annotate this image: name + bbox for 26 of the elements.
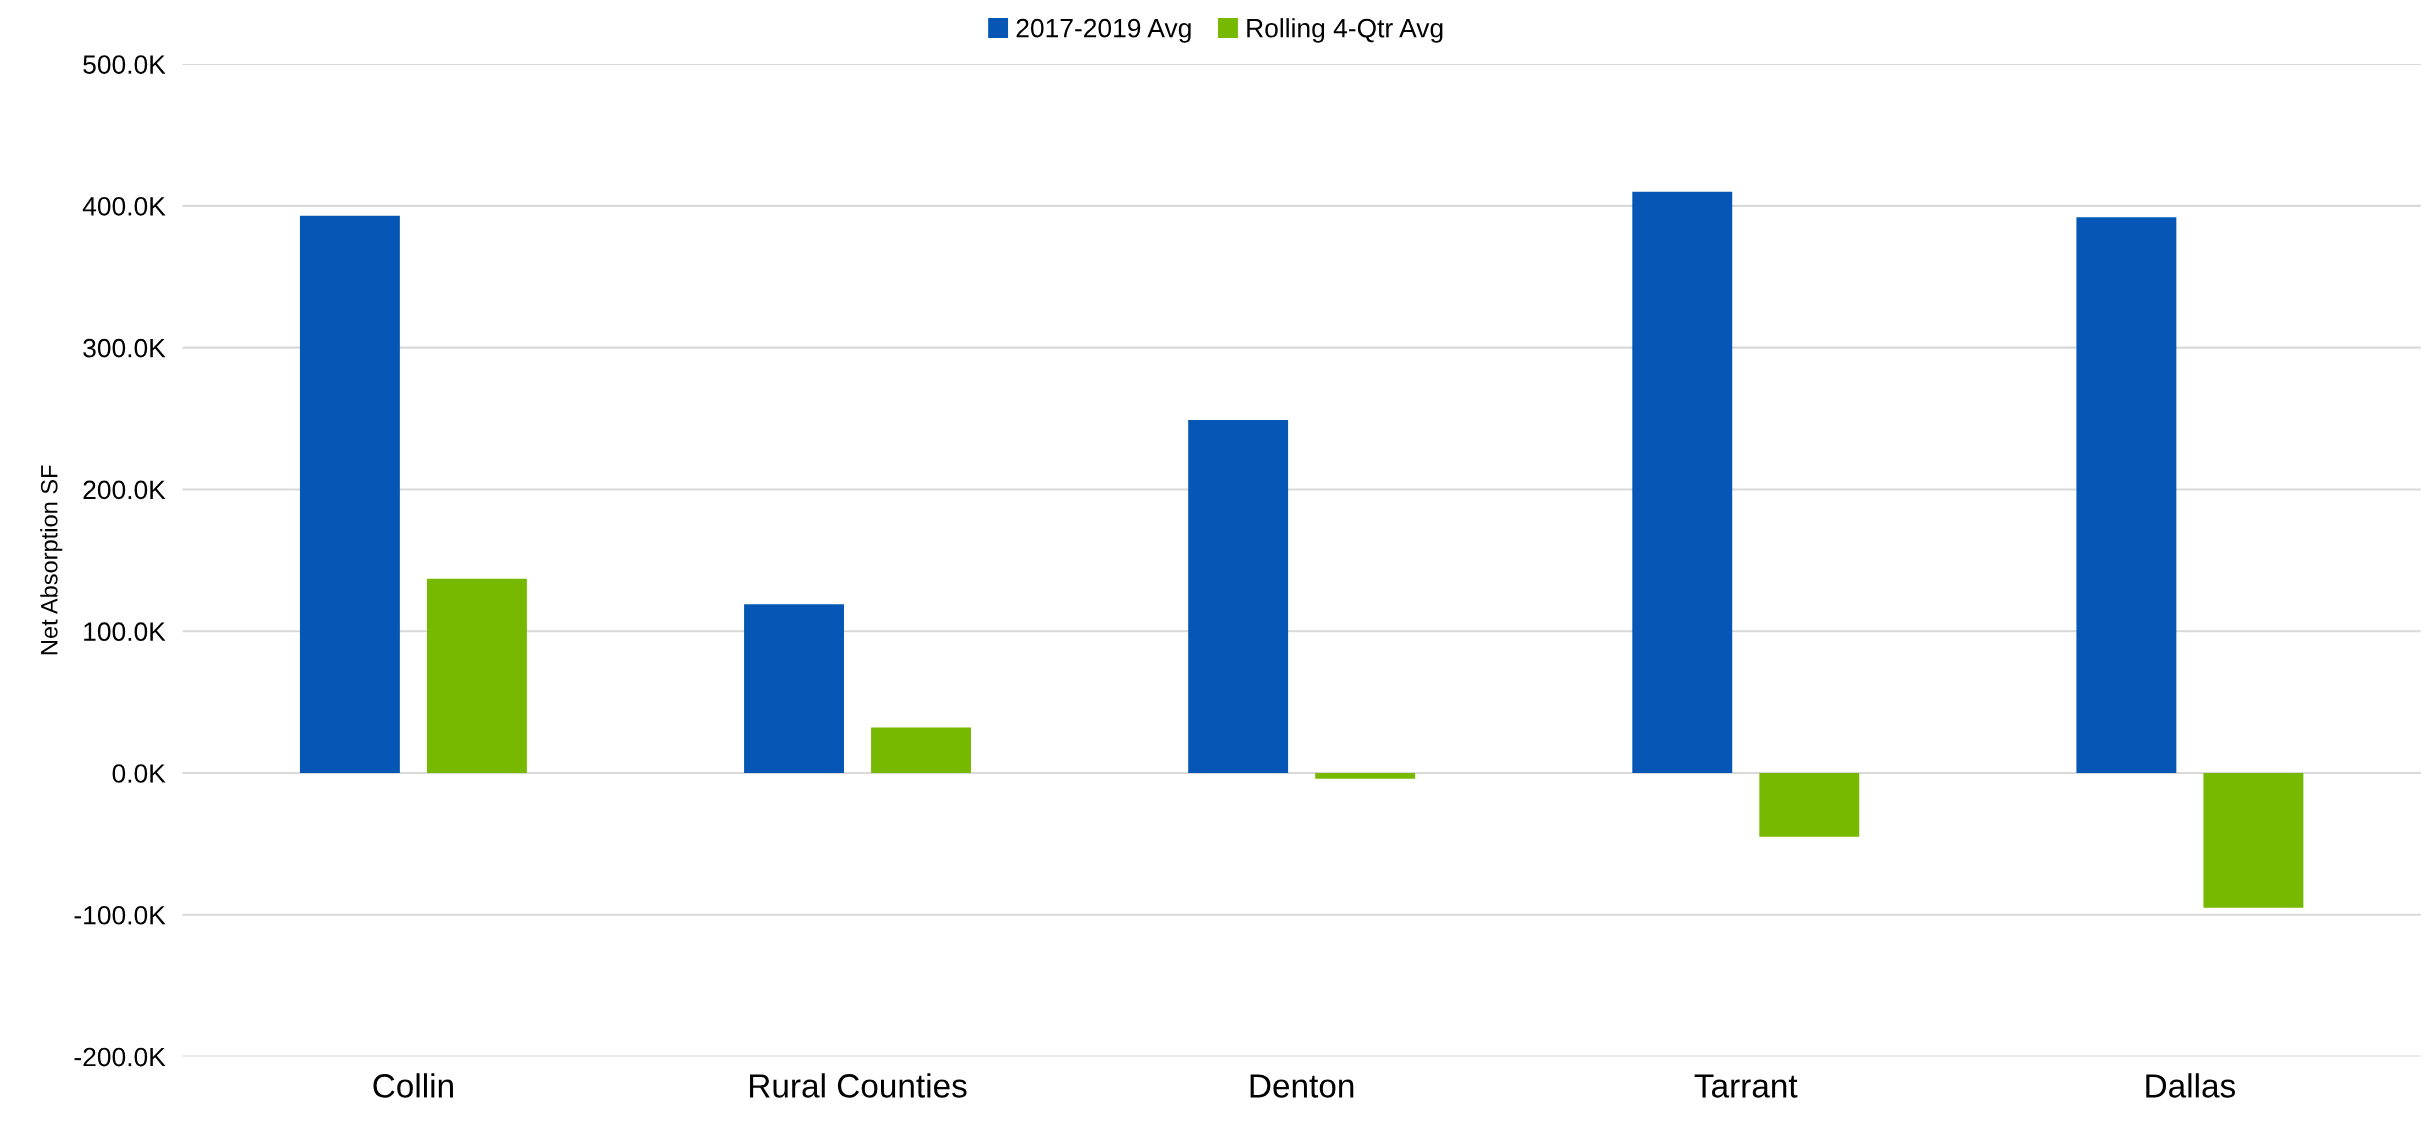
y-tick-label: -100.0K [74, 905, 166, 925]
bar [871, 727, 972, 773]
y-axis-title: Net Absorption SF [40, 465, 63, 655]
x-tick-label: Rural Counties [750, 1073, 967, 1098]
y-tick-label: -200.0K [74, 1047, 166, 1067]
y-tick-label: 300.0K [83, 338, 166, 358]
y-tick-label: 200.0K [83, 480, 166, 500]
x-tick-label: Tarrant [1694, 1074, 1798, 1098]
bar [426, 578, 527, 773]
bar [1188, 419, 1289, 773]
y-tick-label: 100.0K [84, 622, 166, 642]
bar [744, 604, 844, 773]
legend-label: Rolling 4-Qtr Avg [1247, 18, 1443, 43]
y-tick-label: 0.0K [112, 764, 166, 783]
x-tick-label: Collin [373, 1073, 453, 1098]
bar [2203, 772, 2304, 908]
y-tick-label: 400.0K [82, 196, 166, 216]
bar [2076, 217, 2177, 773]
x-tick-label: Denton [1250, 1074, 1354, 1098]
bar [1759, 772, 1860, 837]
bar [1632, 191, 1733, 773]
bar [299, 215, 400, 773]
legend-label: 2017-2019 Avg [1016, 18, 1191, 43]
x-tick-label: Dallas [2146, 1073, 2235, 1098]
y-tick-label: 500.0K [83, 55, 166, 74]
bar [1315, 772, 1416, 779]
